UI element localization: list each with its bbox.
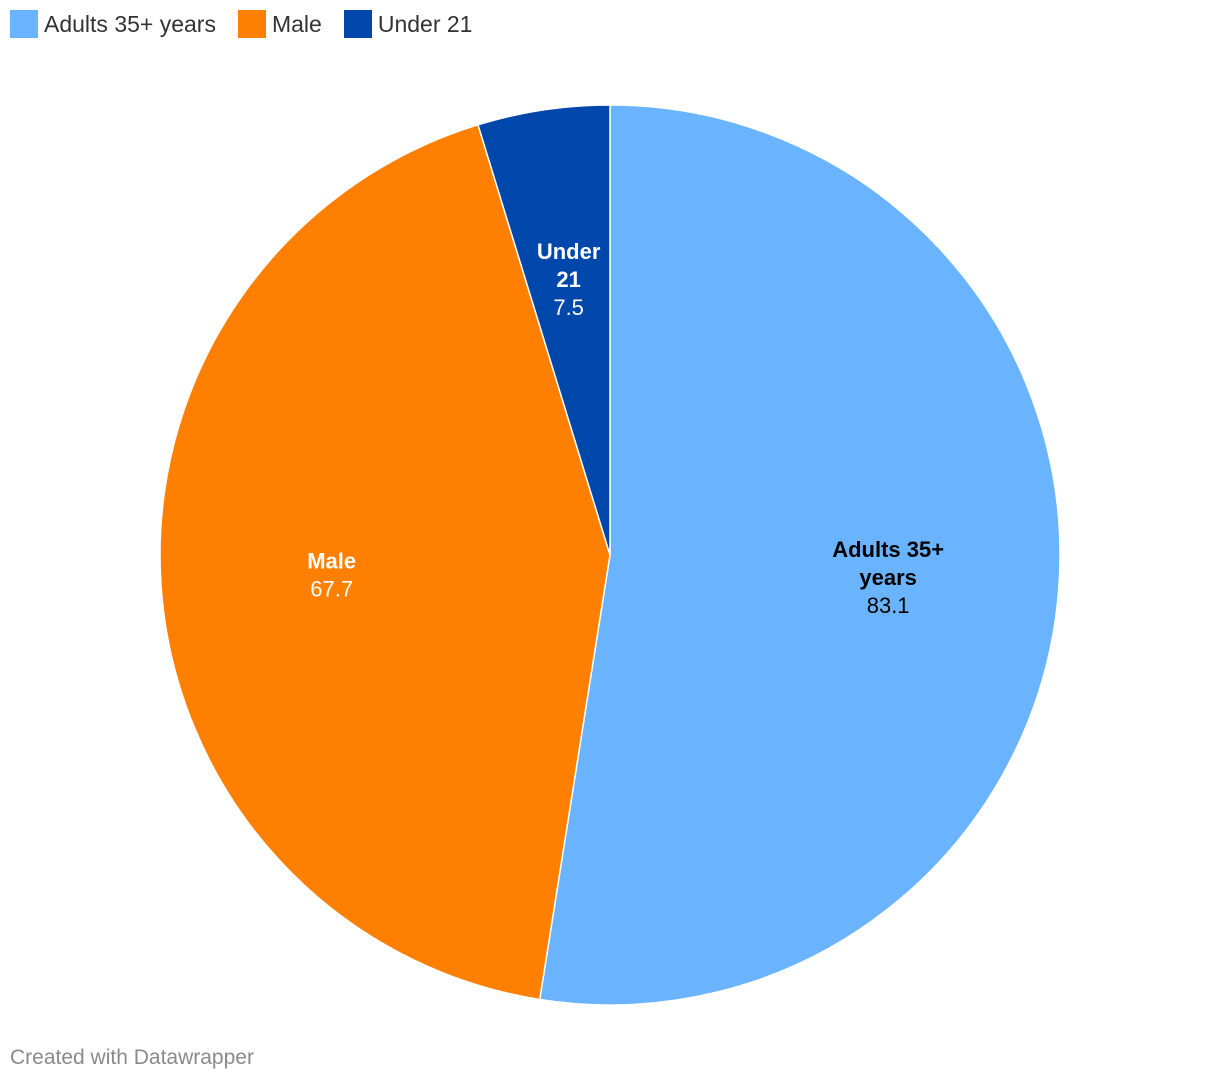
legend-item-male: Male [237, 10, 322, 38]
pie-slice-under-21 [477, 104, 611, 556]
legend-item-under-21: Under 21 [343, 10, 473, 38]
slice-label-under-21: Under 21 7.5 [537, 239, 601, 320]
legend-swatch [237, 10, 266, 38]
pie-slice-adults-35-plus [538, 104, 1061, 1006]
pie-slices [159, 104, 1061, 1006]
legend-label: Under 21 [377, 11, 473, 37]
legend-swatch [10, 10, 38, 38]
legend: Adults 35+ years Male Under 21 [10, 10, 472, 38]
slice-label-adults-35-plus: Adults 35+ years 83.1 [832, 537, 944, 618]
slice-value-text: 7.5 [553, 295, 584, 320]
pie-labels: Adults 35+ years 83.1 Male 67.7 Under 21 7.5 [307, 239, 944, 618]
slice-label-male: Male 67.7 [307, 549, 356, 602]
slice-name-text: Male [307, 549, 356, 574]
legend-swatch [343, 10, 372, 38]
pie-chart: Adults 35+ years 83.1 Male 67.7 Under 21 7.5 [159, 104, 1061, 1006]
legend-item-adults-35-plus: Adults 35+ years [10, 10, 216, 38]
slice-name-text: Under [537, 239, 601, 264]
pie-slice-male [159, 123, 611, 1001]
legend-label: Male [271, 11, 322, 37]
slice-name-text: Adults 35+ [832, 537, 944, 562]
legend-label: Adults 35+ years [44, 11, 216, 37]
footer-credit: Created with Datawrapper [10, 1046, 254, 1069]
slice-name-text: 21 [556, 267, 580, 292]
slice-value-text: 83.1 [867, 593, 910, 618]
slice-name-text: years [859, 565, 917, 590]
slice-value-text: 67.7 [310, 577, 353, 602]
